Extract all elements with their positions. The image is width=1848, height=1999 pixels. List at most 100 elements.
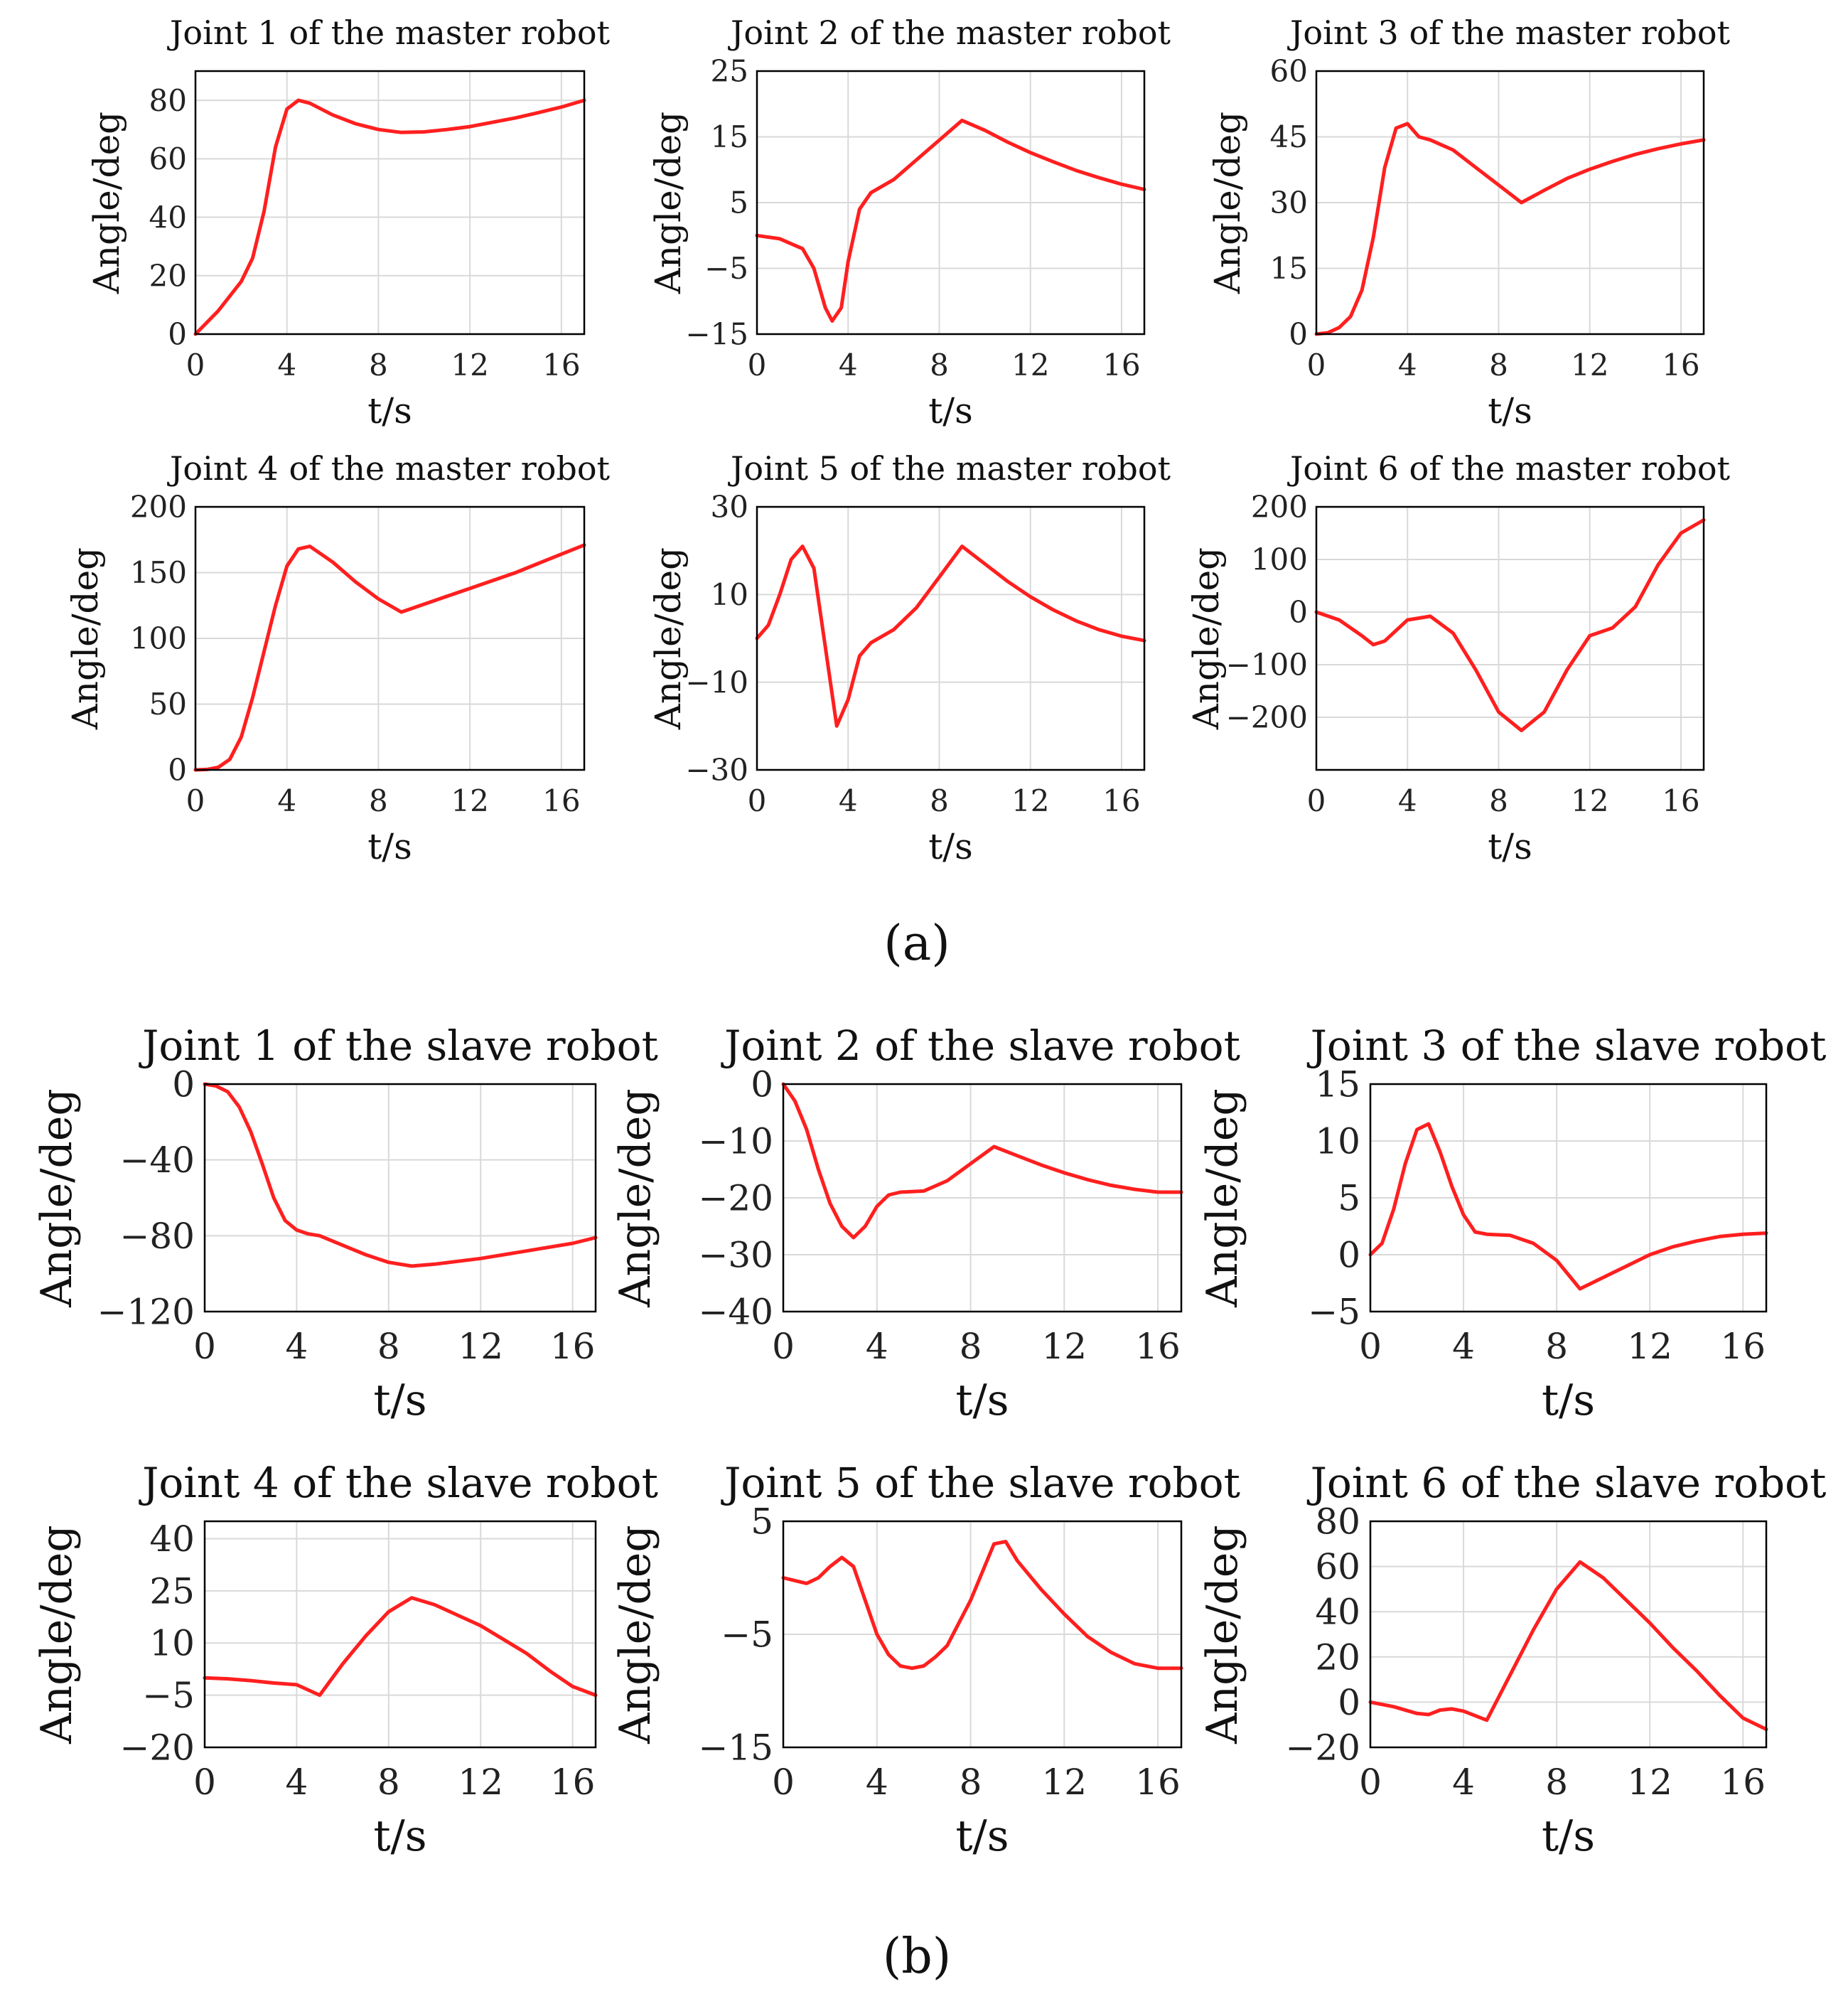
x-axis-label: t/s [367,390,412,432]
series-line-6-1 [1314,518,1706,732]
y-tick-label: −100 [1226,648,1308,682]
series-line-11-1 [781,1540,1183,1671]
y-tick-label: 10 [149,1623,195,1664]
y-tick-label: 0 [168,753,187,788]
y-tick-label: −5 [142,1675,195,1716]
y-tick-label: 10 [711,577,748,612]
x-tick-label: 12 [451,348,488,382]
y-tick-label: 80 [1315,1501,1360,1543]
y-tick-label: 0 [1289,595,1308,630]
x-tick-label: 12 [1627,1762,1672,1803]
x-tick-label: 4 [1398,348,1417,382]
x-tick-label: 8 [1545,1326,1568,1367]
x-tick-label: 12 [1011,783,1049,818]
x-tick-label: 8 [377,1762,400,1803]
y-tick-label: 80 [149,83,187,118]
y-axis-label: Angle/deg [1186,547,1227,730]
y-tick-label: 200 [1251,490,1308,525]
x-axis-label: t/s [955,1376,1009,1425]
x-tick-label: 8 [1545,1762,1568,1803]
y-tick-label: 5 [1338,1178,1360,1219]
x-tick-label: 8 [1489,783,1508,818]
panel-label-a: (a) [883,916,950,972]
x-tick-label: 0 [186,348,205,382]
y-tick-label: 30 [1270,186,1308,220]
plot-frame [194,505,586,771]
x-tick-label: 8 [1489,348,1508,382]
y-axis-label: Angle/deg [32,1525,82,1745]
x-tick-label: 8 [369,783,388,818]
x-tick-label: 0 [186,783,205,818]
y-tick-label: −200 [1226,700,1308,735]
plot-frame [1369,1520,1768,1749]
plot-frame [1315,505,1705,771]
x-tick-label: 16 [542,783,580,818]
series-line-12-1 [1368,1560,1768,1732]
y-tick-label: 60 [1315,1546,1360,1587]
x-tick-label: 0 [1359,1326,1382,1367]
x-tick-label: 16 [1135,1762,1181,1803]
x-tick-label: 4 [839,348,858,382]
y-tick-label: 45 [1270,119,1308,154]
y-tick-label: 60 [1270,54,1308,89]
chart-title: Joint 3 of the master robot [1287,14,1731,52]
y-tick-label: 20 [149,258,187,293]
y-tick-label: −15 [685,317,748,352]
y-tick-label: 5 [751,1501,773,1543]
x-tick-label: 8 [369,348,388,382]
x-tick-label: 0 [748,348,767,382]
x-axis-label: t/s [367,826,412,867]
x-tick-label: 12 [1571,783,1608,818]
x-tick-label: 12 [1571,348,1608,382]
y-tick-label: 40 [1315,1592,1360,1633]
y-tick-label: −20 [1285,1727,1360,1769]
x-axis-label: t/s [1542,1811,1595,1861]
plot-frame [203,1083,597,1313]
chart-title: Joint 1 of the slave robot [139,1022,658,1070]
x-tick-label: 4 [866,1762,888,1803]
x-tick-label: 16 [1720,1762,1766,1803]
y-tick-label: 0 [172,1064,195,1105]
y-tick-label: 0 [751,1064,773,1105]
x-tick-label: 8 [960,1762,982,1803]
x-axis-label: t/s [373,1811,426,1861]
y-tick-label: 40 [149,1518,195,1560]
chart-title: Joint 4 of the master robot [167,449,611,488]
y-tick-label: 50 [149,687,187,722]
y-tick-label: 150 [130,555,187,590]
y-axis-label: Angle/deg [1198,1088,1247,1308]
y-tick-label: −10 [698,1121,773,1162]
chart-title: Joint 5 of the master robot [728,449,1171,488]
y-tick-label: 15 [1270,251,1308,286]
y-axis-label: Angle/deg [1207,112,1248,294]
y-tick-label: −5 [1308,1292,1360,1333]
series-line-4-1 [193,543,586,772]
x-tick-label: 4 [286,1762,308,1803]
y-tick-label: −80 [119,1216,195,1257]
x-tick-label: 4 [1452,1762,1475,1803]
y-axis-label: Angle/deg [1198,1525,1247,1745]
x-tick-label: 16 [1102,783,1140,818]
series-line-9-1 [1368,1122,1768,1291]
y-axis-label: Angle/deg [65,547,106,730]
series-line-7-1 [203,1082,598,1268]
x-axis-label: t/s [1488,390,1532,432]
x-tick-label: 12 [458,1762,503,1803]
x-tick-label: 16 [550,1326,596,1367]
x-tick-label: 4 [286,1326,308,1367]
x-tick-label: 0 [1359,1762,1382,1803]
x-tick-label: 4 [1452,1326,1475,1367]
y-tick-label: 20 [1315,1636,1360,1678]
chart-title: Joint 1 of the master robot [167,14,611,52]
y-tick-label: 0 [168,317,187,352]
x-axis-label: t/s [1542,1376,1595,1425]
x-tick-label: 16 [550,1762,596,1803]
x-tick-label: 12 [1627,1326,1672,1367]
panel-label-b: (b) [883,1929,952,1985]
x-tick-label: 4 [839,783,858,818]
series-line-10-1 [203,1596,598,1698]
